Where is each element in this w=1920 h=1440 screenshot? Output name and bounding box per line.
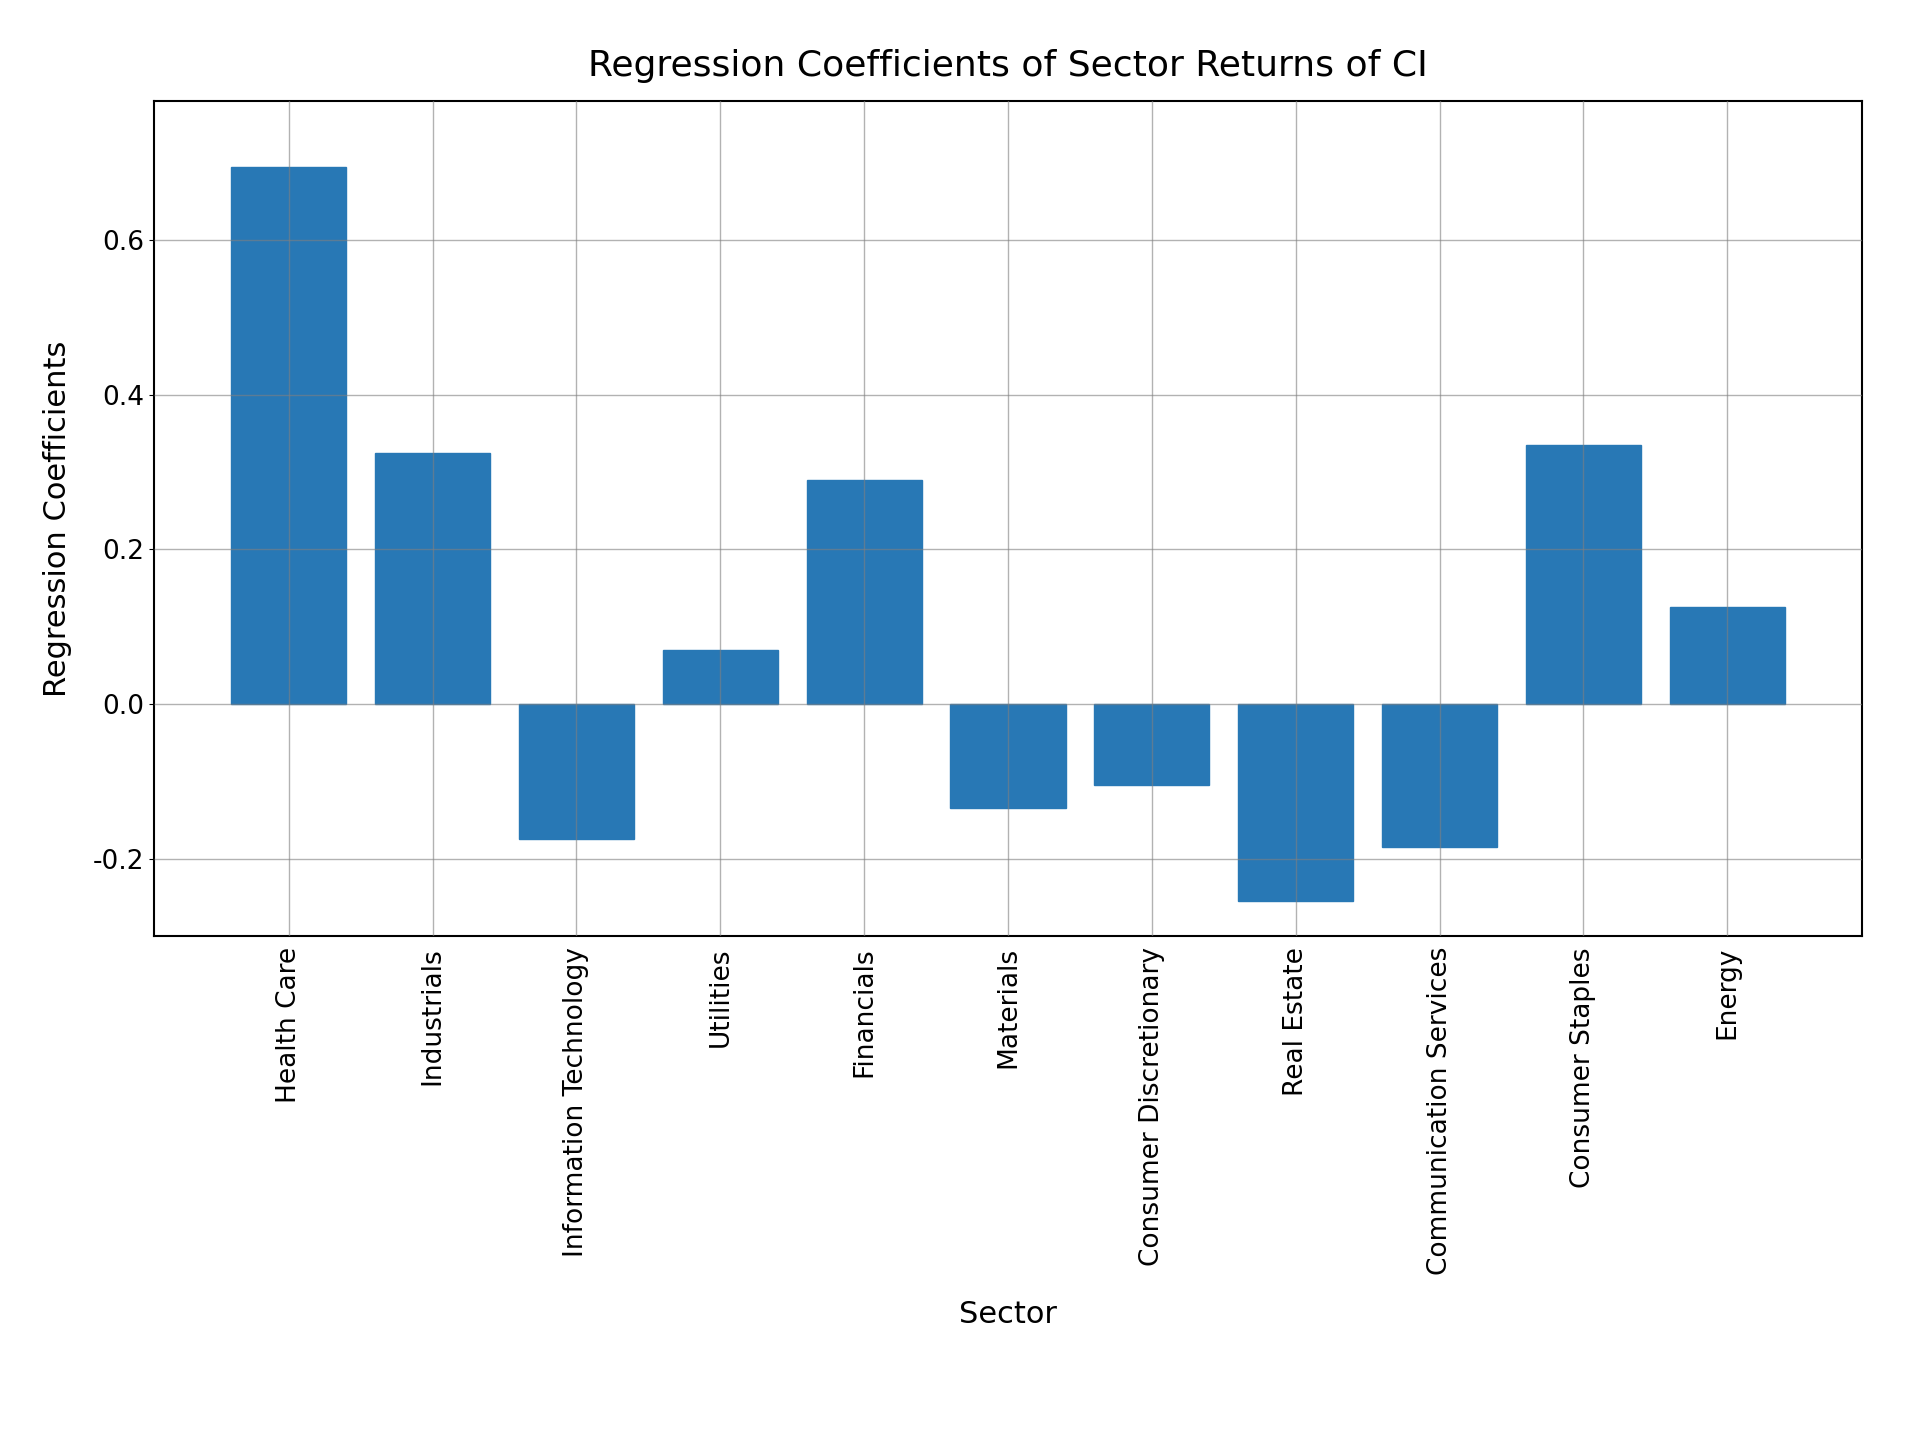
X-axis label: Sector: Sector — [958, 1300, 1058, 1329]
Bar — [230, 167, 346, 704]
Bar — [1526, 445, 1642, 704]
Bar — [1670, 608, 1786, 704]
Bar — [950, 704, 1066, 808]
Bar — [1382, 704, 1498, 847]
Bar — [806, 480, 922, 704]
Bar — [1238, 704, 1354, 901]
Y-axis label: Regression Coefficients: Regression Coefficients — [42, 340, 71, 697]
Bar — [374, 452, 490, 704]
Bar — [1094, 704, 1210, 785]
Title: Regression Coefficients of Sector Returns of CI: Regression Coefficients of Sector Return… — [588, 49, 1428, 82]
Bar — [662, 649, 778, 704]
Bar — [518, 704, 634, 840]
